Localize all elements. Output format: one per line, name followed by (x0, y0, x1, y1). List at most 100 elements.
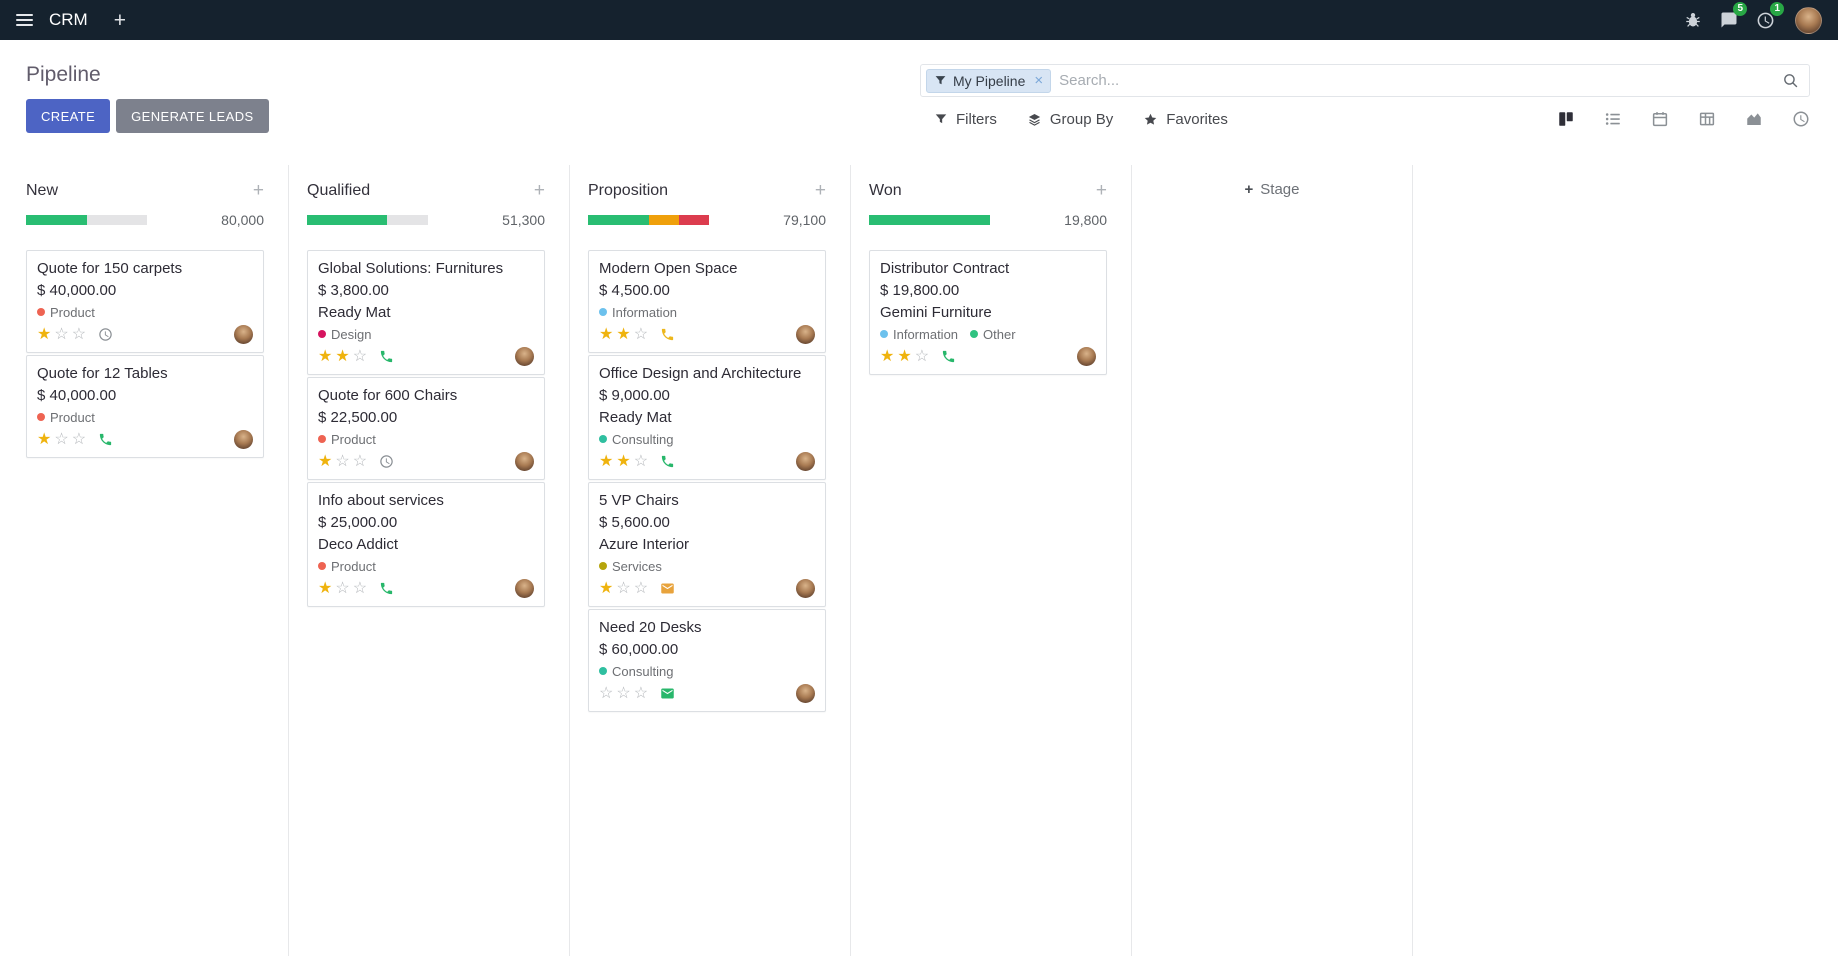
column-title[interactable]: Proposition (588, 181, 669, 199)
search-icon[interactable] (1782, 72, 1799, 89)
avatar[interactable] (234, 430, 253, 449)
star-icon[interactable]: ★ (335, 348, 350, 365)
star-icon[interactable]: ★ (318, 453, 333, 470)
view-calendar-button[interactable] (1651, 110, 1669, 128)
activity-button[interactable] (660, 581, 675, 596)
activity-button[interactable] (660, 327, 675, 342)
add-record-icon[interactable]: + (252, 180, 264, 201)
star-icon[interactable]: ★ (37, 326, 52, 343)
progress-segment-green[interactable] (26, 215, 87, 225)
debug-button[interactable] (1678, 5, 1708, 35)
activity-button[interactable] (941, 349, 956, 364)
activity-button[interactable] (379, 581, 394, 596)
progress-segment-green[interactable] (307, 215, 387, 225)
favorites-button[interactable]: Favorites (1143, 111, 1228, 128)
generate-leads-button[interactable]: GENERATE LEADS (116, 99, 269, 133)
avatar[interactable] (234, 325, 253, 344)
add-record-icon[interactable]: + (814, 180, 826, 201)
kanban-card[interactable]: 5 VP Chairs $ 5,600.00 Azure Interior Servi… (588, 482, 826, 607)
filters-button[interactable]: Filters (934, 111, 997, 128)
star-icon[interactable]: ☆ (54, 326, 69, 343)
avatar[interactable] (515, 579, 534, 598)
star-icon[interactable]: ☆ (633, 453, 649, 470)
view-graph-button[interactable] (1745, 110, 1763, 128)
view-pivot-button[interactable] (1698, 110, 1716, 128)
star-icon[interactable]: ★ (616, 326, 631, 343)
star-icon[interactable]: ☆ (616, 685, 631, 702)
avatar[interactable] (796, 579, 815, 598)
kanban-card[interactable]: Quote for 150 carpets $ 40,000.00 Product ★… (26, 250, 264, 353)
card-tag: Consulting (599, 664, 673, 679)
avatar[interactable] (515, 452, 534, 471)
activity-button[interactable] (98, 432, 113, 447)
column-title[interactable]: Won (869, 181, 902, 199)
user-menu-button[interactable] (1787, 6, 1822, 34)
avatar[interactable] (515, 347, 534, 366)
kanban-card[interactable]: Office Design and Architecture $ 9,000.00… (588, 355, 826, 480)
activity-button[interactable] (379, 349, 394, 364)
star-icon[interactable]: ☆ (352, 580, 368, 597)
star-icon[interactable]: ☆ (633, 326, 649, 343)
avatar[interactable] (796, 452, 815, 471)
star-icon[interactable]: ☆ (633, 580, 649, 597)
star-icon[interactable]: ★ (318, 580, 333, 597)
create-button[interactable]: CREATE (26, 99, 111, 133)
avatar[interactable] (796, 684, 815, 703)
close-icon[interactable]: × (1034, 72, 1044, 89)
star-icon[interactable]: ☆ (335, 453, 350, 470)
activities-button[interactable]: 1 (1750, 1, 1784, 36)
kanban-card[interactable]: Global Solutions: Furnitures $ 3,800.00 Re… (307, 250, 545, 375)
star-icon[interactable]: ☆ (335, 580, 350, 597)
view-activity-button[interactable] (1792, 110, 1810, 128)
star-icon[interactable]: ★ (897, 348, 912, 365)
kanban-card[interactable]: Info about services $ 25,000.00 Deco Addic… (307, 482, 545, 607)
add-stage-button[interactable]: + Stage (1245, 181, 1300, 198)
activity-button[interactable] (98, 327, 113, 342)
group-by-button[interactable]: Group By (1027, 111, 1113, 128)
column-title[interactable]: New (26, 181, 59, 199)
activity-button[interactable] (660, 686, 675, 701)
star-icon[interactable]: ★ (599, 580, 614, 597)
star-icon[interactable]: ★ (616, 453, 631, 470)
star-icon[interactable]: ★ (599, 453, 614, 470)
avatar[interactable] (1077, 347, 1096, 366)
column-title[interactable]: Qualified (307, 181, 371, 199)
kanban-card[interactable]: Quote for 12 Tables $ 40,000.00 Product ★ ☆ ☆ (26, 355, 264, 458)
card-tags: Product (37, 304, 253, 320)
kanban-card[interactable]: Distributor Contract $ 19,800.00 Gemini Fu… (869, 250, 1107, 375)
messages-button[interactable]: 5 (1714, 2, 1747, 35)
activity-button[interactable] (660, 454, 675, 469)
avatar[interactable] (796, 325, 815, 344)
plus-icon[interactable]: + (110, 8, 130, 33)
kanban-card[interactable]: Modern Open Space $ 4,500.00 Information ★ ★… (588, 250, 826, 353)
add-record-icon[interactable]: + (1095, 180, 1107, 201)
view-kanban-button[interactable] (1557, 110, 1575, 128)
star-icon[interactable]: ☆ (616, 580, 631, 597)
star-icon[interactable]: ☆ (71, 431, 87, 448)
progress-segment-green[interactable] (588, 215, 649, 225)
progress-segment-red[interactable] (678, 215, 709, 225)
progress-segment-green[interactable] (869, 215, 990, 225)
app-brand[interactable]: CRM (49, 10, 88, 29)
star-icon[interactable]: ★ (37, 431, 52, 448)
progress-segment-muted[interactable] (86, 215, 147, 225)
kanban-card[interactable]: Need 20 Desks $ 60,000.00 Consulting ☆ ☆ ☆ (588, 609, 826, 712)
star-icon[interactable]: ★ (880, 348, 895, 365)
search-input[interactable] (1051, 72, 1782, 89)
view-list-button[interactable] (1604, 110, 1622, 128)
kanban-card[interactable]: Quote for 600 Chairs $ 22,500.00 Product ★ ☆… (307, 377, 545, 480)
progress-segment-muted[interactable] (386, 215, 428, 225)
star-icon[interactable]: ★ (318, 348, 333, 365)
star-icon[interactable]: ☆ (599, 685, 614, 702)
star-icon[interactable]: ☆ (914, 348, 930, 365)
star-icon[interactable]: ☆ (54, 431, 69, 448)
add-record-icon[interactable]: + (533, 180, 545, 201)
star-icon[interactable]: ★ (599, 326, 614, 343)
apps-menu-button[interactable] (10, 8, 39, 32)
star-icon[interactable]: ☆ (352, 348, 368, 365)
activity-button[interactable] (379, 454, 394, 469)
progress-segment-yellow[interactable] (648, 215, 679, 225)
star-icon[interactable]: ☆ (71, 326, 87, 343)
star-icon[interactable]: ☆ (633, 685, 649, 702)
star-icon[interactable]: ☆ (352, 453, 368, 470)
